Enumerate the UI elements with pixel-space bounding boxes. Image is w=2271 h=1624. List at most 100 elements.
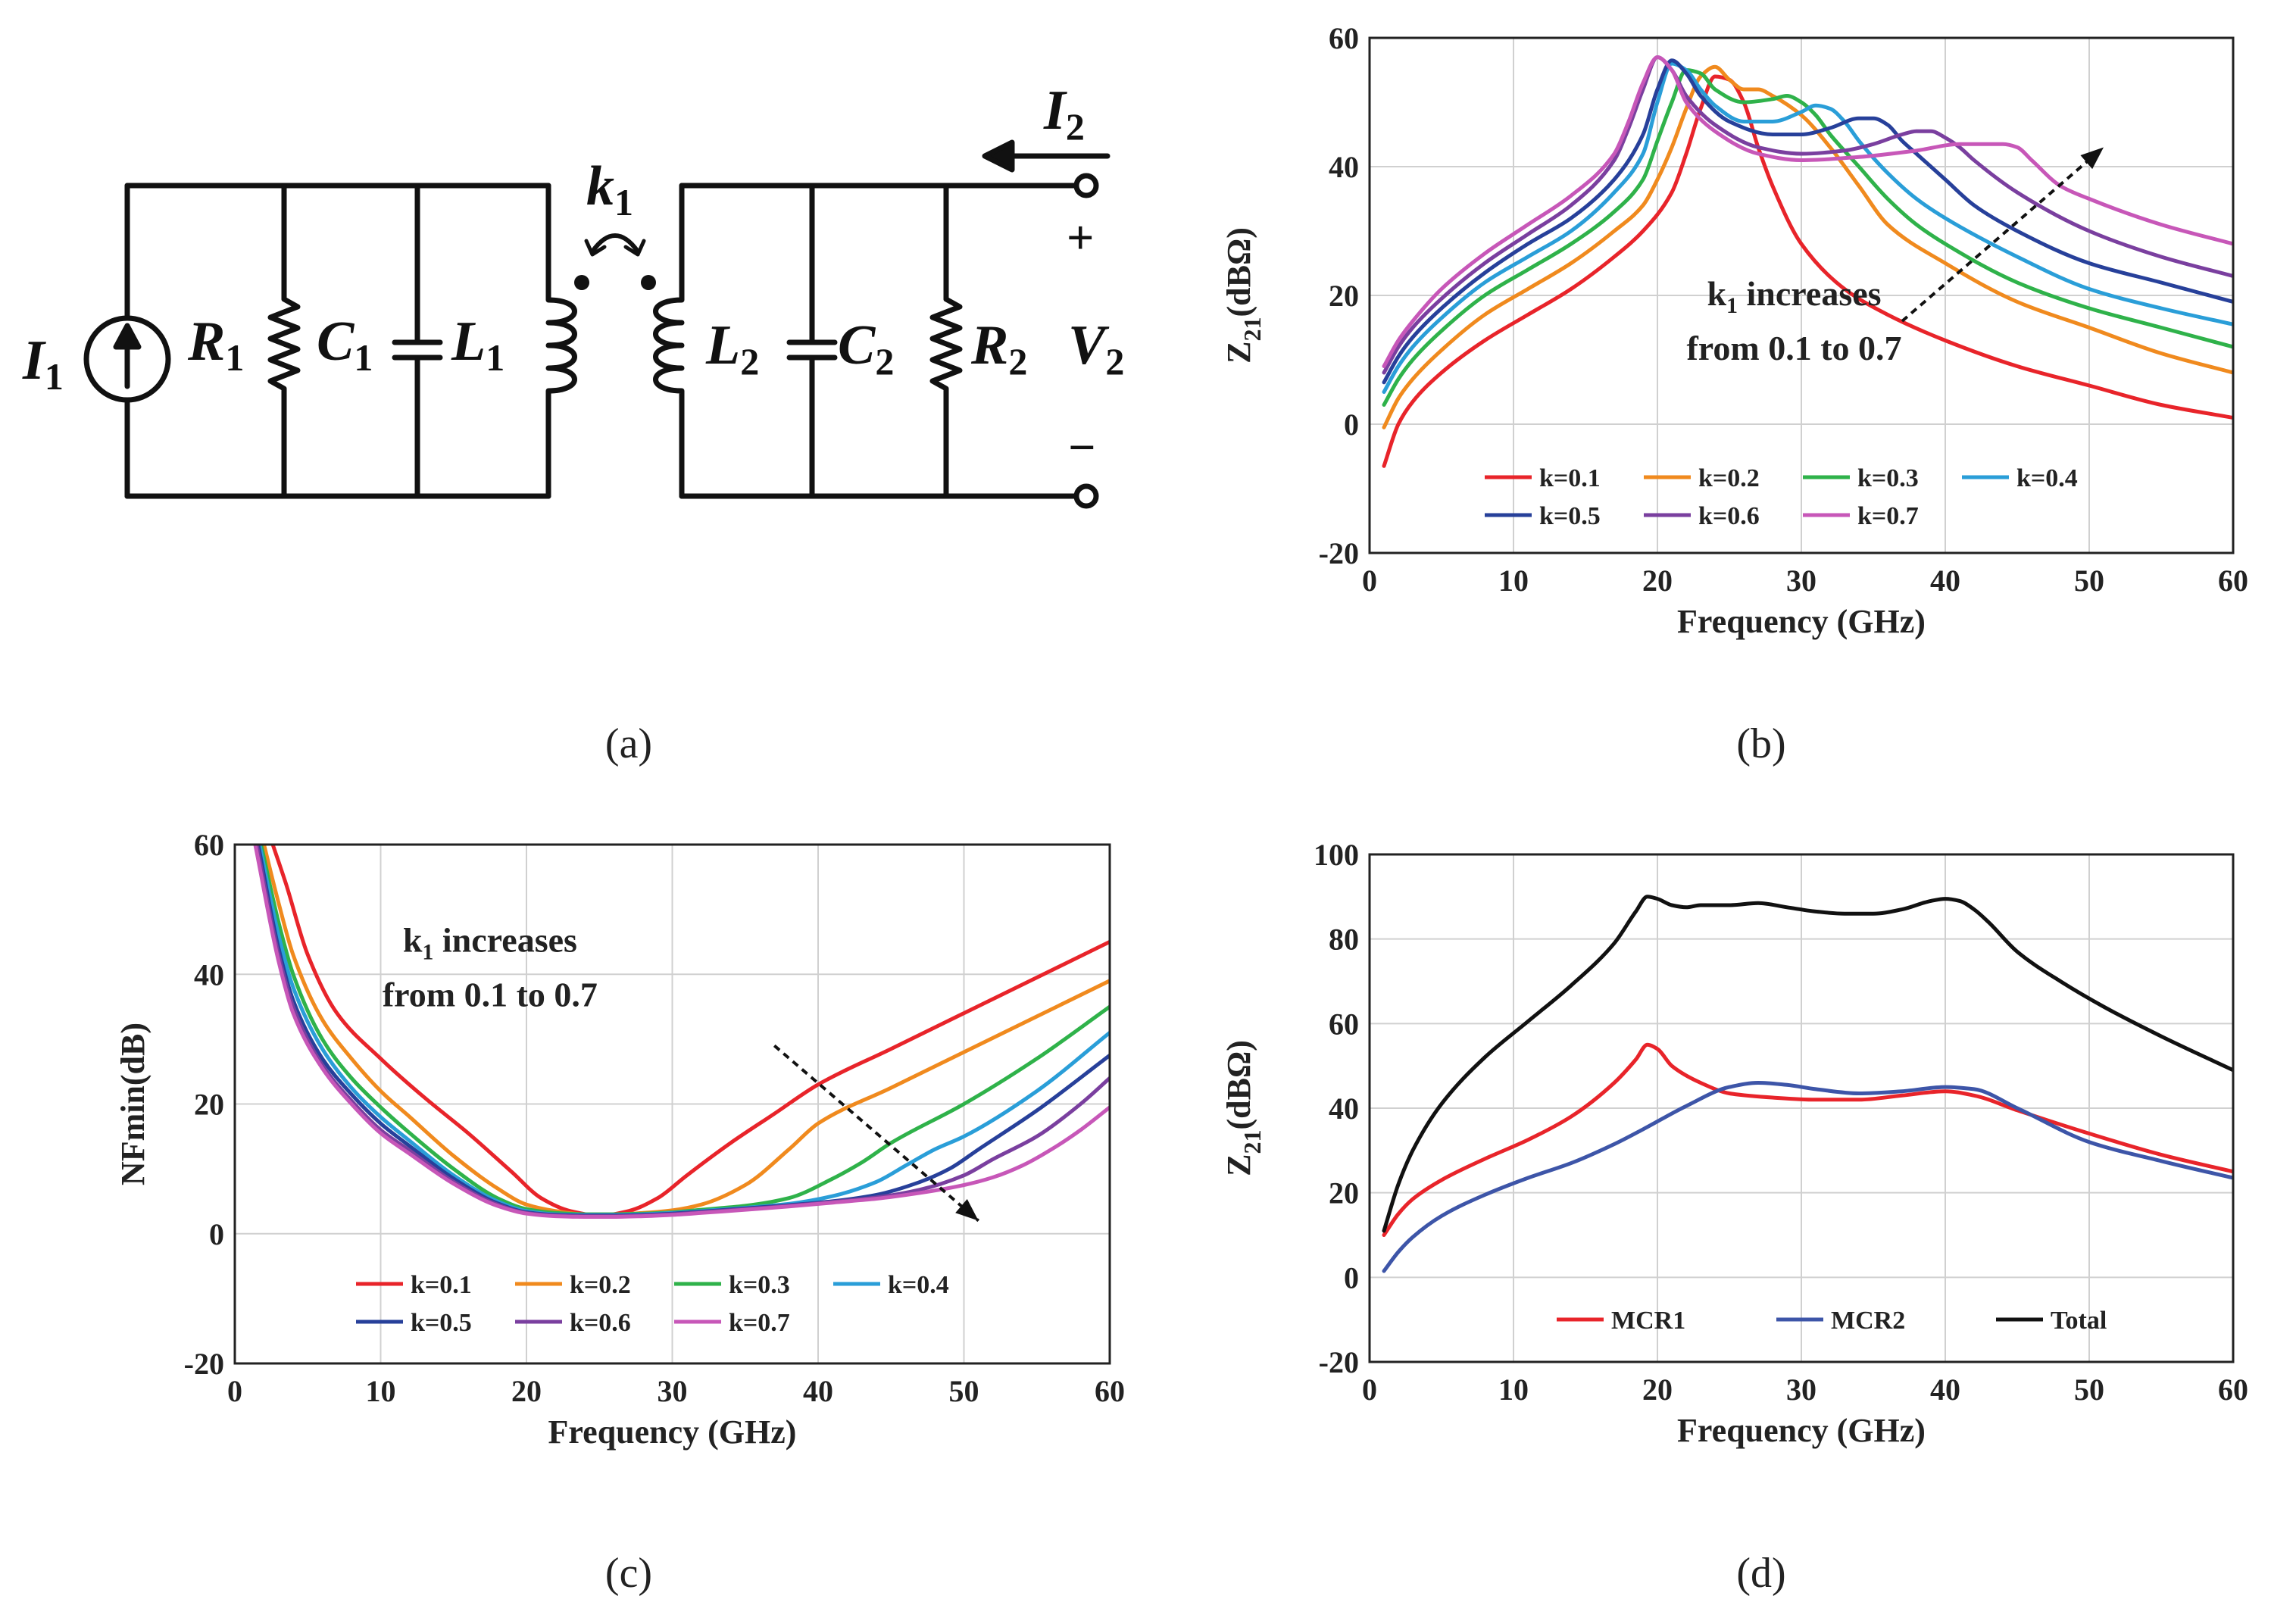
plot-frame <box>1368 853 2235 1363</box>
y-tick-label: 40 <box>194 957 224 992</box>
y-tick-label: 40 <box>1329 1092 1359 1126</box>
source-arrow-head <box>113 323 142 350</box>
y-axis-label: Z21(dBΩ) <box>1220 1040 1266 1176</box>
polarity-dot-l2 <box>641 275 656 290</box>
annotation-k: k <box>1707 274 1726 313</box>
x-tick-label: 10 <box>1498 564 1529 598</box>
label-v2: V2 <box>1068 314 1124 383</box>
resistor-r2-icon <box>929 183 963 499</box>
y-axis-label-main: Z <box>1220 342 1257 364</box>
plot-frame <box>233 843 1111 1365</box>
legend-label: k=0.1 <box>411 1271 472 1299</box>
y-tick-label: 0 <box>1344 1260 1359 1295</box>
y-tick-label: 0 <box>1344 408 1359 442</box>
x-tick-label: 10 <box>366 1374 396 1408</box>
legend-label: k=0.3 <box>1857 464 1919 492</box>
series-line-k=0.7 <box>253 845 1110 1219</box>
caption-b: (b) <box>1736 720 1785 767</box>
legend-label: k=0.7 <box>1857 502 1919 530</box>
y-tick-label: 0 <box>209 1217 224 1251</box>
label-k1: k1 <box>586 155 633 223</box>
annotation-k-sub: 1 <box>422 939 433 964</box>
y-tick-label: 60 <box>194 828 224 862</box>
annotation-line-1: k1 increases <box>403 920 577 964</box>
legend-label: k=0.5 <box>411 1309 472 1337</box>
series-group <box>1382 895 2233 1273</box>
series-line-MCR2 <box>1382 1081 2233 1273</box>
legend-label: k=0.5 <box>1539 502 1601 530</box>
legend-label: k=0.7 <box>729 1309 790 1337</box>
x-tick-label: 60 <box>2218 1373 2248 1407</box>
capacitor-c2-icon <box>786 183 838 499</box>
coupling-arrow-left-icon <box>584 239 607 257</box>
plot-frame <box>1368 36 2235 554</box>
caption-a: (a) <box>605 720 652 767</box>
x-tick-label: 20 <box>1642 1373 1673 1407</box>
resistor-r1-icon <box>267 183 301 499</box>
x-axis-label: Frequency (GHz) <box>1677 603 1926 640</box>
label-c2: C2 <box>838 314 894 383</box>
annotation-rest: increases <box>1738 274 1882 313</box>
legend-label: k=0.3 <box>729 1271 790 1299</box>
annotation-k-sub: 1 <box>1726 293 1738 318</box>
legend-label: k=0.2 <box>570 1271 631 1299</box>
y-axis-label-sub: 21 <box>1239 317 1266 342</box>
x-tick-label: 50 <box>2074 564 2104 598</box>
port-terminal-bottom <box>1073 483 1099 509</box>
legend-label: k=0.6 <box>570 1309 631 1337</box>
series-line-k=0.3 <box>259 845 1110 1216</box>
y-tick-label: 60 <box>1329 21 1359 55</box>
series-line-MCR1 <box>1382 1042 2233 1237</box>
legend-label: k=0.6 <box>1698 502 1760 530</box>
series-line-k=0.5 <box>256 845 1110 1218</box>
x-axis-label: Frequency (GHz) <box>548 1413 797 1451</box>
inductor-l1-icon <box>545 183 577 499</box>
x-tick-label: 40 <box>803 1374 833 1408</box>
polarity-dot-l1 <box>574 275 589 290</box>
y-axis-label-unit: (dBΩ) <box>1220 1040 1257 1129</box>
series-line-k=0.1 <box>1382 74 2233 468</box>
annotation-arrow-line <box>773 1044 980 1223</box>
label-l1: L1 <box>451 311 504 379</box>
caption-d: (d) <box>1736 1550 1785 1597</box>
annotation-line-2: from 0.1 to 0.7 <box>1686 329 1901 367</box>
y-tick-label: 20 <box>1329 279 1359 313</box>
series-line-k=0.4 <box>1382 61 2233 394</box>
y-tick-label: -20 <box>1319 536 1359 570</box>
y-tick-label: 40 <box>1329 150 1359 184</box>
coupling-arc <box>590 233 640 254</box>
secondary-rails <box>679 183 1085 499</box>
series-line-k=0.2 <box>262 845 1110 1216</box>
legend-label: k=0.4 <box>888 1271 949 1299</box>
series-line-k=0.6 <box>1382 55 2233 375</box>
label-c1: C1 <box>317 311 373 379</box>
coupling-arrow-right-icon <box>623 239 646 257</box>
i2-arrow-head <box>982 139 1015 173</box>
series-line-k=0.6 <box>255 845 1110 1219</box>
annotation-rest: increases <box>433 920 577 959</box>
series-line-k=0.2 <box>1382 64 2233 429</box>
series-line-k=0.7 <box>1382 55 2233 368</box>
legend-label: k=0.1 <box>1539 464 1601 492</box>
y-tick-label: 60 <box>1329 1007 1359 1041</box>
x-axis-label: Frequency (GHz) <box>1677 1412 1926 1449</box>
y-axis-label-sub: 21 <box>1239 1130 1266 1154</box>
legend-label: Total <box>2051 1307 2107 1335</box>
x-tick-label: 40 <box>1930 1373 1960 1407</box>
annotation-k: k <box>403 920 423 959</box>
annotation-arrow-head <box>955 1198 979 1221</box>
port-terminal-top <box>1073 173 1099 198</box>
y-axis-label: Z21(dBΩ) <box>1220 227 1266 364</box>
x-tick-label: 0 <box>1362 564 1377 598</box>
current-source-icon <box>83 315 171 403</box>
x-tick-label: 30 <box>1786 1373 1816 1407</box>
plus-sign: + <box>1067 211 1094 264</box>
annotation-arrow-head <box>2080 147 2104 170</box>
x-tick-label: 30 <box>1786 564 1816 598</box>
series-group <box>1382 55 2233 468</box>
